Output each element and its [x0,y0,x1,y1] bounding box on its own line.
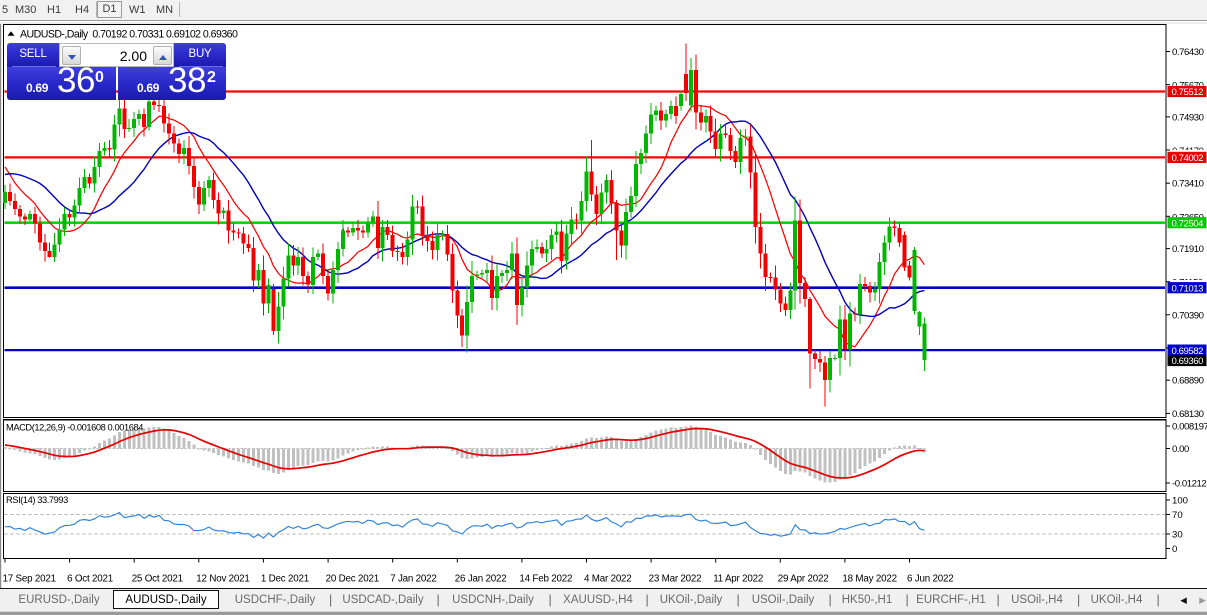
svg-text:0.68890: 0.68890 [1172,376,1204,387]
svg-text:6 Oct 2021: 6 Oct 2021 [67,574,113,585]
svg-text:0.69360: 0.69360 [1172,356,1204,367]
svg-text:14 Feb 2022: 14 Feb 2022 [519,574,572,585]
svg-text:0: 0 [1172,544,1177,555]
svg-text:0.69582: 0.69582 [1172,346,1204,357]
svg-text:0.72504: 0.72504 [1172,218,1205,229]
svg-text:1 Dec 2021: 1 Dec 2021 [261,574,309,585]
svg-text:4 Mar 2022: 4 Mar 2022 [584,574,632,585]
svg-text:MACD(12,26,9) -0.001608 0.0016: MACD(12,26,9) -0.001608 0.001684 [6,423,143,433]
svg-text:0.68130: 0.68130 [1172,409,1204,420]
svg-text:0.71910: 0.71910 [1172,244,1204,255]
svg-text:12 Nov 2021: 12 Nov 2021 [196,574,249,585]
svg-text:7 Jan 2022: 7 Jan 2022 [390,574,436,585]
svg-text:23 Mar 2022: 23 Mar 2022 [649,574,702,585]
svg-text:29 Apr 2022: 29 Apr 2022 [778,574,829,585]
svg-text:0.008197: 0.008197 [1172,422,1207,433]
svg-text:17 Sep 2021: 17 Sep 2021 [3,574,56,585]
svg-text:20 Dec 2021: 20 Dec 2021 [326,574,379,585]
svg-text:0.74170: 0.74170 [1172,146,1204,157]
svg-text:0.74930: 0.74930 [1172,112,1204,123]
svg-text:0.72650: 0.72650 [1172,212,1204,223]
svg-text:0.71150: 0.71150 [1172,278,1203,289]
svg-text:6 Jun 2022: 6 Jun 2022 [907,574,953,585]
svg-text:30: 30 [1172,530,1183,541]
svg-text:0.70390: 0.70390 [1172,310,1204,321]
svg-text:26 Jan 2022: 26 Jan 2022 [455,574,507,585]
svg-text:0.73410: 0.73410 [1172,179,1204,190]
svg-text:25 Oct 2021: 25 Oct 2021 [132,574,183,585]
svg-text:0.00: 0.00 [1172,444,1189,455]
svg-text:0.74002: 0.74002 [1172,153,1204,164]
svg-text:0.71013: 0.71013 [1172,283,1204,294]
svg-text:11 Apr 2022: 11 Apr 2022 [713,574,763,585]
svg-text:RSI(14) 33.7993: RSI(14) 33.7993 [6,495,68,505]
svg-text:-0.01212: -0.01212 [1172,479,1206,490]
svg-text:70: 70 [1172,510,1183,521]
svg-text:0.75512: 0.75512 [1172,87,1204,98]
svg-text:0.76430: 0.76430 [1172,47,1204,58]
svg-text:AUDUSD-,Daily 0.70192 0.70331: AUDUSD-,Daily 0.70192 0.70331 0.69102 0.… [20,29,238,41]
svg-text:100: 100 [1172,496,1188,507]
svg-text:0.75670: 0.75670 [1172,81,1204,92]
svg-text:18 May 2022: 18 May 2022 [842,574,896,585]
